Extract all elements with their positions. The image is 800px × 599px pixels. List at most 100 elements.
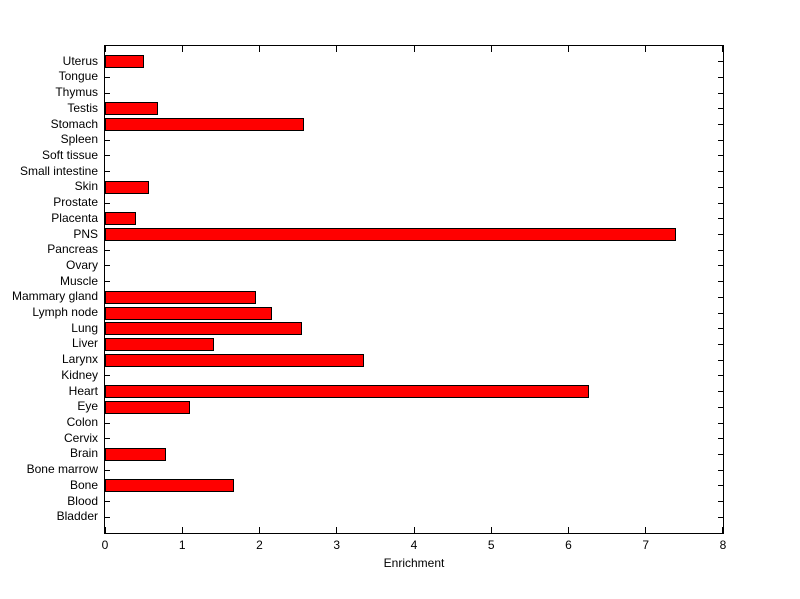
y-tick-label: Skin: [74, 179, 98, 194]
y-tick-right: [718, 453, 723, 455]
y-tick-right: [718, 249, 723, 251]
y-tick-label: Spleen: [60, 132, 98, 147]
x-tick-bottom: [568, 527, 569, 533]
y-tick-label: Tongue: [58, 69, 98, 84]
y-tick-left: [105, 422, 110, 424]
bar-bone: [105, 479, 234, 493]
y-tick-right: [718, 92, 723, 94]
y-tick-label: Bone: [69, 477, 98, 492]
bar-lung: [105, 322, 302, 336]
y-tick-right: [718, 375, 723, 377]
x-tick-top: [181, 46, 183, 52]
plot-area: [104, 45, 724, 534]
x-tick-top: [490, 46, 492, 52]
y-tick-right: [718, 501, 723, 503]
y-tick-right: [718, 422, 723, 424]
y-tick-label: Soft tissue: [41, 147, 98, 162]
y-tick-label: Liver: [71, 336, 98, 351]
y-tick-left: [105, 171, 110, 173]
y-tick-label: Larynx: [61, 352, 98, 367]
bar-testis: [105, 102, 158, 116]
y-tick-right: [718, 61, 723, 63]
y-tick-right: [718, 234, 723, 236]
y-tick-label: Placenta: [51, 210, 98, 225]
y-tick-left: [105, 375, 110, 377]
x-tick-top: [645, 46, 647, 52]
y-tick-left: [105, 501, 110, 503]
y-tick-label: Brain: [69, 446, 98, 461]
bar-placenta: [105, 212, 136, 226]
bar-skin: [105, 180, 150, 194]
bar-lymph-node: [105, 306, 272, 320]
bar-pns: [105, 228, 676, 242]
bar-uterus: [105, 55, 145, 69]
x-tick-label: 2: [256, 538, 263, 552]
x-tick-top: [336, 46, 338, 52]
y-tick-left: [105, 155, 110, 157]
y-tick-left: [105, 92, 110, 94]
y-tick-right: [718, 296, 723, 298]
x-tick-bottom: [336, 527, 338, 533]
y-tick-label: Small intestine: [19, 163, 98, 178]
bar-eye: [105, 400, 190, 414]
x-tick-bottom: [722, 527, 723, 533]
y-tick-left: [105, 202, 110, 204]
bar-larynx: [105, 353, 364, 367]
y-tick-right: [718, 516, 723, 518]
x-tick-top: [722, 46, 723, 52]
y-tick-label: Bone marrow: [26, 462, 98, 477]
y-tick-label: Lymph node: [32, 305, 98, 320]
y-tick-right: [718, 438, 723, 440]
y-tick-right: [718, 391, 723, 393]
x-tick-label: 3: [333, 538, 341, 552]
x-tick-label: 7: [642, 538, 650, 552]
x-tick-label: 8: [719, 538, 727, 552]
x-axis-label: Enrichment: [383, 556, 445, 570]
y-tick-label: Uterus: [62, 53, 98, 68]
x-tick-label: 5: [487, 538, 495, 552]
x-tick-top: [568, 46, 569, 52]
y-tick-right: [718, 218, 723, 220]
y-tick-left: [105, 265, 110, 267]
y-tick-label: Colon: [66, 415, 98, 430]
x-tick-top: [259, 46, 260, 52]
x-tick-bottom: [490, 527, 492, 533]
y-tick-right: [718, 186, 723, 188]
y-tick-right: [718, 485, 723, 487]
y-tick-right: [718, 139, 723, 141]
y-tick-label: Testis: [67, 100, 98, 115]
x-tick-bottom: [413, 527, 415, 533]
x-tick-top: [413, 46, 415, 52]
bar-liver: [105, 337, 214, 351]
y-tick-label: PNS: [73, 226, 98, 241]
x-tick-label: 4: [410, 538, 418, 552]
y-tick-left: [105, 139, 110, 141]
y-tick-label: Bladder: [56, 509, 98, 524]
y-tick-label: Thymus: [55, 85, 98, 100]
y-tick-left: [105, 438, 110, 440]
y-tick-right: [718, 469, 723, 471]
y-tick-label: Heart: [68, 383, 98, 398]
x-tick-bottom: [645, 527, 647, 533]
y-tick-right: [718, 281, 723, 283]
y-tick-right: [718, 155, 723, 157]
y-tick-right: [718, 202, 723, 204]
x-tick-bottom: [259, 527, 260, 533]
y-tick-label: Prostate: [53, 195, 98, 210]
y-tick-right: [718, 328, 723, 330]
x-tick-bottom: [181, 527, 183, 533]
bar-heart: [105, 385, 590, 399]
y-tick-label: Muscle: [59, 273, 98, 288]
y-tick-right: [718, 312, 723, 314]
y-tick-left: [105, 516, 110, 518]
bar-brain: [105, 447, 167, 461]
y-tick-label: Pancreas: [47, 242, 98, 257]
y-tick-left: [105, 281, 110, 283]
bar-mammary-gland: [105, 290, 257, 304]
x-tick-bottom: [105, 527, 106, 533]
x-tick-label: 0: [101, 538, 109, 552]
y-tick-right: [718, 343, 723, 345]
y-tick-left: [105, 249, 110, 251]
y-tick-right: [718, 76, 723, 78]
